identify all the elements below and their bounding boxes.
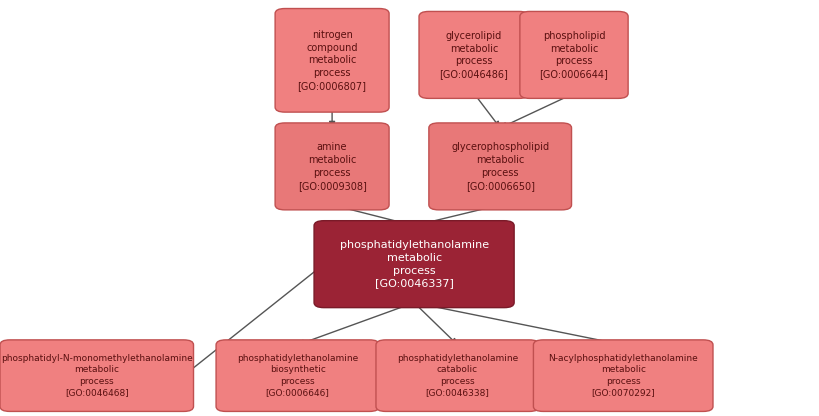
- Text: glycerophospholipid
metabolic
process
[GO:0006650]: glycerophospholipid metabolic process [G…: [450, 142, 549, 191]
- FancyBboxPatch shape: [375, 340, 539, 411]
- FancyBboxPatch shape: [519, 12, 627, 99]
- FancyBboxPatch shape: [275, 8, 389, 112]
- Text: glycerolipid
metabolic
process
[GO:0046486]: glycerolipid metabolic process [GO:00464…: [439, 31, 508, 79]
- Text: amine
metabolic
process
[GO:0009308]: amine metabolic process [GO:0009308]: [297, 142, 366, 191]
- FancyBboxPatch shape: [275, 123, 389, 210]
- FancyBboxPatch shape: [419, 12, 528, 99]
- FancyBboxPatch shape: [0, 340, 193, 411]
- FancyBboxPatch shape: [215, 340, 378, 411]
- FancyBboxPatch shape: [532, 340, 713, 411]
- Text: phosphatidylethanolamine
catabolic
process
[GO:0046338]: phosphatidylethanolamine catabolic proce…: [396, 354, 518, 397]
- Text: N-acylphosphatidylethanolamine
metabolic
process
[GO:0070292]: N-acylphosphatidylethanolamine metabolic…: [548, 354, 697, 397]
- Text: phosphatidyl-N-monomethylethanolamine
metabolic
process
[GO:0046468]: phosphatidyl-N-monomethylethanolamine me…: [1, 354, 192, 397]
- FancyBboxPatch shape: [428, 123, 571, 210]
- FancyBboxPatch shape: [314, 221, 514, 308]
- Text: phospholipid
metabolic
process
[GO:0006644]: phospholipid metabolic process [GO:00066…: [539, 31, 608, 79]
- Text: nitrogen
compound
metabolic
process
[GO:0006807]: nitrogen compound metabolic process [GO:…: [297, 30, 366, 91]
- Text: phosphatidylethanolamine
biosynthetic
process
[GO:0006646]: phosphatidylethanolamine biosynthetic pr…: [237, 354, 358, 397]
- Text: phosphatidylethanolamine
metabolic
process
[GO:0046337]: phosphatidylethanolamine metabolic proce…: [339, 240, 488, 288]
